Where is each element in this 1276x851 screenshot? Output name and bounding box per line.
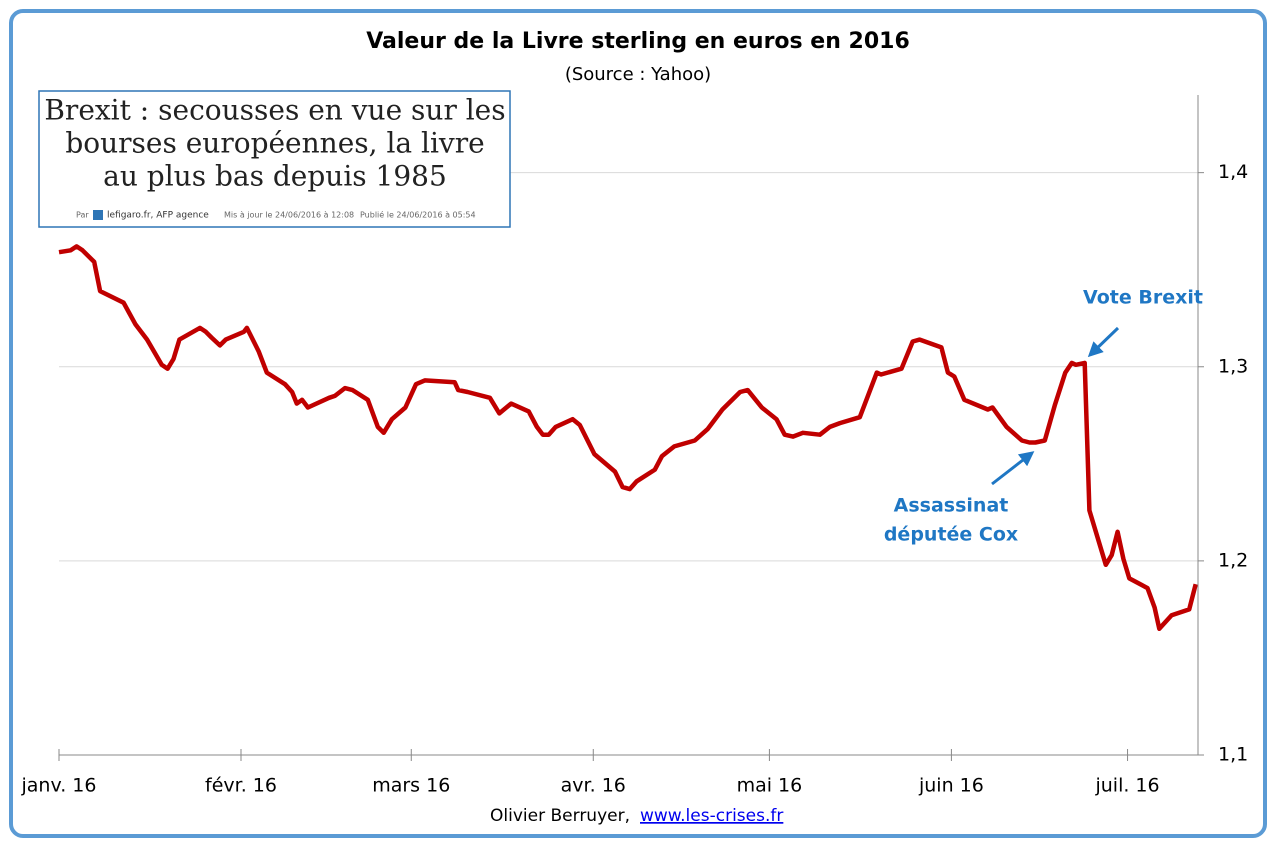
y-tick-label: 1,4: [1218, 161, 1248, 183]
inset-headline: Brexit : secousses en vue sur les: [44, 94, 505, 127]
x-tick-label: janv. 16: [21, 775, 97, 797]
inset-headline: bourses européennes, la livre: [65, 127, 484, 160]
inset-byline: Par: [76, 211, 89, 220]
x-tick-label: juil. 16: [1094, 775, 1159, 797]
annotation-arrow: [1087, 326, 1120, 358]
credit: Olivier Berruyer,: [490, 806, 630, 826]
x-tick-label: mars 16: [372, 775, 450, 797]
annotation: Assassinat: [894, 495, 1009, 517]
inset-box: [38, 90, 511, 228]
annotation: députée Cox: [884, 524, 1018, 546]
chart-title: Valeur de la Livre sterling en euros en …: [366, 29, 910, 54]
link[interactable]: www.les-crises.fr: [640, 806, 783, 826]
annotation: Vote Brexit: [1083, 287, 1203, 309]
inset-headline: au plus bas depuis 1985: [103, 160, 447, 193]
y-tick-label: 1,2: [1218, 549, 1248, 571]
inset-byline: lefigaro.fr, AFP agence: [107, 211, 209, 221]
x-tick-label: juin 16: [918, 775, 984, 797]
inset-byline: Publié le 24/06/2016 à 05:54: [360, 210, 476, 220]
x-tick-label: avr. 16: [561, 775, 626, 797]
inset-byline: Mis à jour le 24/06/2016 à 12:08: [224, 211, 354, 220]
annotation-arrow: [991, 451, 1035, 486]
line: [58, 244, 1198, 632]
y-tick-label: 1,1: [1218, 744, 1248, 766]
x-tick-label: févr. 16: [205, 775, 277, 797]
inset-logo: [93, 210, 103, 220]
x-tick-label: mai 16: [737, 775, 803, 797]
chart-subtitle: (Source : Yahoo): [565, 64, 711, 85]
y-tick-label: 1,3: [1218, 355, 1248, 377]
inset: Brexit : secousses en vue sur les bourse…: [38, 90, 511, 228]
